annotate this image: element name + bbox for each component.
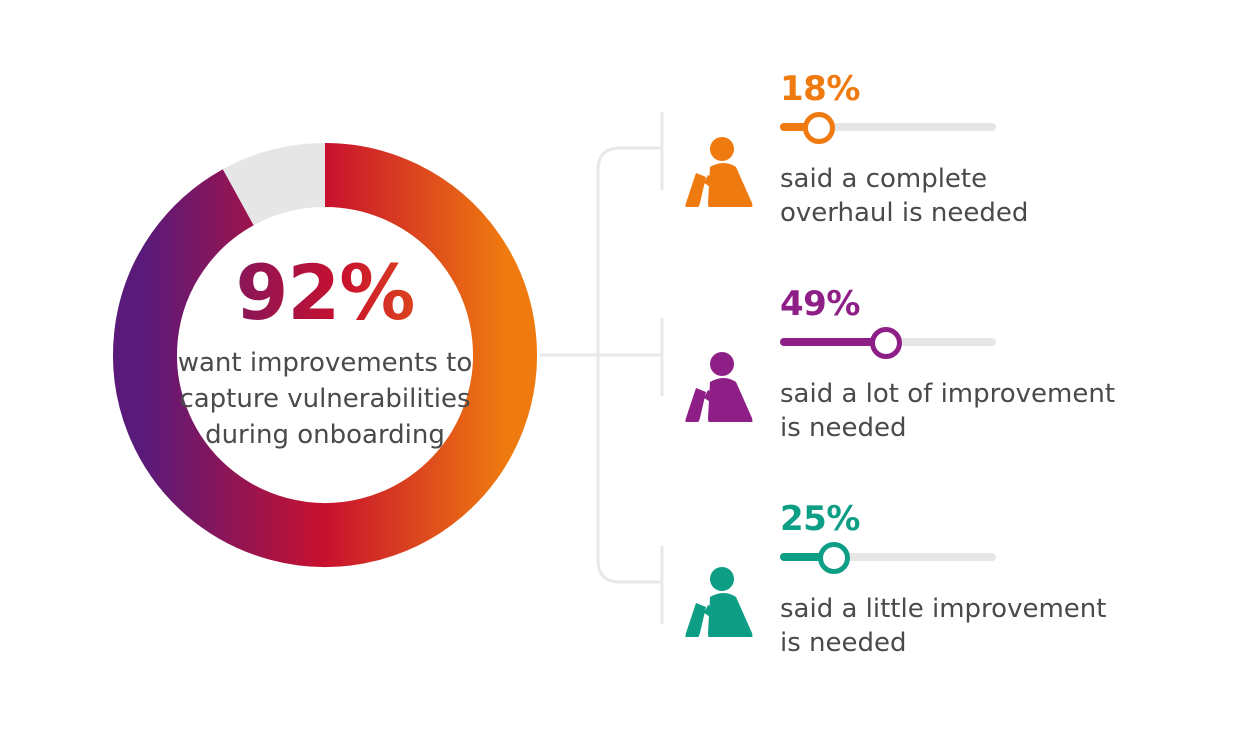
stat-bar (780, 542, 1000, 574)
sitting-person-icon (685, 137, 753, 207)
stat-value: 49% (780, 284, 860, 324)
stat-caption-line: said a lot of improvement (780, 379, 1116, 409)
stat-lot-of-improvement: 49% said a lot of improvement is needed (680, 287, 1180, 467)
stat-bar-knob (818, 542, 850, 574)
stat-caption-line: said a complete (780, 164, 988, 194)
stat-caption-line: is needed (780, 628, 907, 658)
headline-caption: want improvements to capture vulnerabili… (160, 345, 490, 453)
stat-little-improvement: 25% said a little improvement is needed (680, 502, 1180, 682)
headline-caption-line: during onboarding (205, 420, 445, 450)
stat-complete-overhaul: 18% said a complete overhaul is needed (680, 72, 1180, 252)
stat-bar-fill (780, 123, 819, 131)
stat-bar (780, 112, 1000, 144)
headline-caption-line: capture vulnerabilities (179, 384, 471, 414)
stat-value: 18% (780, 69, 860, 109)
stat-bar-track (780, 123, 996, 131)
headline-block: 92% want improvements to capture vulnera… (160, 255, 490, 453)
connector-bracket (596, 146, 662, 584)
stat-bar-knob (869, 327, 902, 359)
donut-segment-main (113, 143, 537, 567)
sitting-person-icon (685, 567, 753, 637)
stat-caption: said a complete overhaul is needed (780, 162, 1028, 230)
headline-caption-line: want improvements to (177, 348, 473, 378)
stat-bar-knob (802, 112, 835, 144)
sitting-person-icon (685, 352, 753, 422)
stat-caption: said a little improvement is needed (780, 592, 1106, 660)
stat-value: 25% (780, 499, 860, 539)
stat-caption: said a lot of improvement is needed (780, 377, 1115, 445)
stat-caption-line: overhaul is needed (780, 198, 1029, 228)
stat-bar-fill (780, 338, 886, 346)
headline-value: 92% (160, 255, 490, 331)
stat-bar (780, 327, 1000, 359)
stat-caption-line: said a little improvement (780, 594, 1107, 624)
stat-bar-track (780, 553, 996, 561)
donut-chart (113, 143, 537, 567)
stat-bar-fill (780, 553, 834, 561)
stat-caption-line: is needed (780, 413, 907, 443)
donut-segment-remainder (222, 143, 326, 226)
